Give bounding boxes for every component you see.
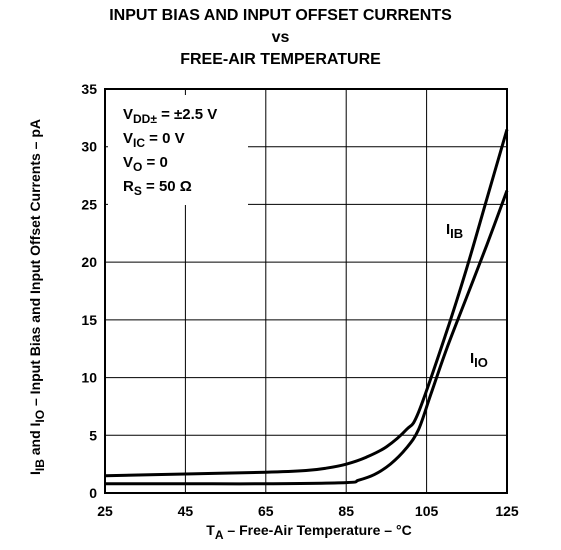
y-tick-label: 20 [81,254,97,270]
y-tick-label: 15 [81,312,97,328]
annotation-layer: VDD± = ±2.5 V VIC = 0 V VO = 0 RS = 50 Ω IIB… [27,95,488,542]
condition-text: RS = 50 Ω [123,178,192,198]
x-tick-label: 125 [495,503,519,519]
series-line-ib [104,128,509,478]
y-tick-label: 0 [89,485,97,501]
tick-labels: 25 45 65 85 105 125 0 5 10 15 20 25 30 35 [81,81,518,519]
condition-text: VO = 0 [123,154,168,174]
x-tick-label: 25 [97,503,113,519]
y-tick-label: 30 [81,139,97,155]
y-axis-label: IIB and IIO – Input Bias and Input Offse… [27,119,47,475]
series-label-io: IIO [470,350,488,370]
x-axis-label: TA – Free-Air Temperature – °C [206,522,411,542]
condition-text: VIC = 0 V [123,130,185,150]
y-tick-label: 5 [89,427,97,443]
conditions-box [108,95,248,205]
y-tick-label: 10 [81,370,97,386]
x-tick-label: 85 [338,503,354,519]
x-tick-label: 45 [178,503,194,519]
x-tick-label: 65 [258,503,274,519]
series-line-io [104,190,509,486]
chart-title-line-1: INPUT BIAS AND INPUT OFFSET CURRENTS [109,7,452,24]
plot-frame [104,88,508,494]
chart-title-line-2: vs [271,29,290,46]
y-tick-label: 25 [81,196,97,212]
condition-text: VDD± = ±2.5 V [123,106,217,126]
series-label-ib: IIB [446,221,463,241]
chart-title-line-3: FREE-AIR TEMPERATURE [180,51,381,68]
y-tick-label: 35 [81,81,97,97]
series-layer [104,128,509,486]
x-tick-label: 105 [415,503,439,519]
